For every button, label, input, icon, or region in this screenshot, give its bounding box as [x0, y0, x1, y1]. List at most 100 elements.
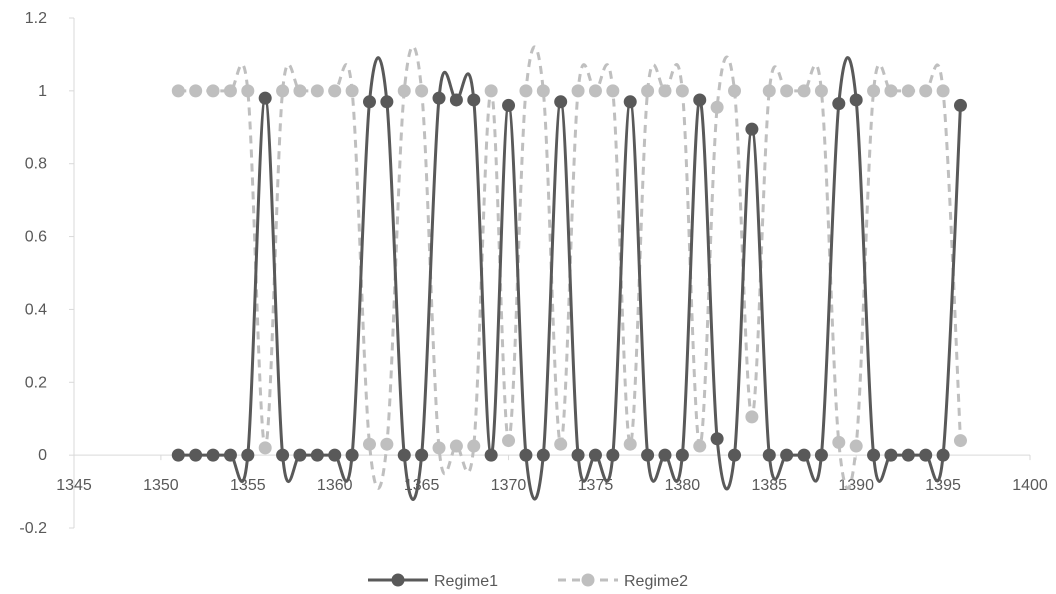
- data-point: [867, 448, 881, 462]
- data-point: [728, 84, 742, 98]
- data-point: [345, 84, 359, 98]
- data-point: [223, 84, 237, 98]
- data-point: [310, 448, 324, 462]
- data-point: [536, 84, 550, 98]
- data-point: [814, 448, 828, 462]
- data-point: [832, 97, 846, 111]
- data-point: [588, 84, 602, 98]
- data-point: [519, 448, 533, 462]
- data-point: [710, 100, 724, 114]
- data-point: [432, 91, 446, 105]
- x-tick-label: 1350: [143, 477, 179, 494]
- y-tick-label: 1: [38, 83, 47, 100]
- data-point: [554, 437, 568, 451]
- y-tick-label: 0.4: [25, 301, 47, 318]
- data-point: [884, 448, 898, 462]
- data-point: [797, 448, 811, 462]
- data-point: [728, 448, 742, 462]
- x-tick-label: 1395: [925, 477, 961, 494]
- data-point: [745, 410, 759, 424]
- data-point: [293, 448, 307, 462]
- data-point: [223, 448, 237, 462]
- data-point: [293, 84, 307, 98]
- y-tick-label: 0: [38, 447, 47, 464]
- y-tick-label: 0.6: [25, 229, 47, 246]
- data-point: [693, 439, 707, 453]
- data-point: [310, 84, 324, 98]
- data-point: [206, 448, 220, 462]
- data-point: [415, 84, 429, 98]
- data-point: [519, 84, 533, 98]
- x-tick-label: 1345: [56, 477, 92, 494]
- data-point: [328, 448, 342, 462]
- data-point: [745, 122, 759, 136]
- series-regime1: [171, 56, 967, 502]
- legend-marker: [391, 573, 405, 587]
- y-tick-label: 0.2: [25, 374, 47, 391]
- x-tick-label: 1355: [230, 477, 266, 494]
- data-point: [849, 93, 863, 107]
- data-point: [919, 448, 933, 462]
- legend-label: Regime1: [434, 573, 498, 590]
- data-point: [623, 437, 637, 451]
- data-point: [536, 448, 550, 462]
- data-point: [502, 98, 516, 112]
- data-point: [467, 439, 481, 453]
- legend-item-regime2: Regime2: [558, 573, 688, 590]
- data-point: [901, 448, 915, 462]
- data-point: [449, 439, 463, 453]
- data-point: [814, 84, 828, 98]
- data-point: [901, 84, 915, 98]
- data-point: [762, 84, 776, 98]
- x-tick-label: 1360: [317, 477, 353, 494]
- data-point: [171, 84, 185, 98]
- data-point: [258, 441, 272, 455]
- data-point: [675, 448, 689, 462]
- legend-marker: [581, 573, 595, 587]
- data-point: [171, 448, 185, 462]
- data-point: [588, 448, 602, 462]
- data-point: [832, 435, 846, 449]
- legend-label: Regime2: [624, 573, 688, 590]
- x-tick-label: 1365: [404, 477, 440, 494]
- data-point: [710, 432, 724, 446]
- data-point: [397, 448, 411, 462]
- legend-item-regime1: Regime1: [368, 573, 498, 590]
- data-point: [380, 95, 394, 109]
- series-layer: [171, 44, 967, 502]
- data-point: [415, 448, 429, 462]
- data-point: [623, 95, 637, 109]
- data-point: [571, 84, 585, 98]
- data-point: [953, 98, 967, 112]
- data-point: [884, 84, 898, 98]
- data-point: [397, 84, 411, 98]
- data-point: [206, 84, 220, 98]
- data-point: [849, 439, 863, 453]
- data-point: [241, 84, 255, 98]
- data-point: [762, 448, 776, 462]
- data-point: [658, 84, 672, 98]
- data-point: [953, 434, 967, 448]
- series-regime2: [171, 44, 967, 490]
- y-tick-label: -0.2: [19, 520, 47, 537]
- data-point: [919, 84, 933, 98]
- data-point: [780, 84, 794, 98]
- data-point: [258, 91, 272, 105]
- data-point: [345, 448, 359, 462]
- data-point: [432, 441, 446, 455]
- data-point: [484, 448, 498, 462]
- data-point: [797, 84, 811, 98]
- data-point: [606, 448, 620, 462]
- data-point: [362, 95, 376, 109]
- data-point: [189, 448, 203, 462]
- data-point: [641, 448, 655, 462]
- data-point: [328, 84, 342, 98]
- data-point: [362, 437, 376, 451]
- x-tick-label: 1400: [1012, 477, 1048, 494]
- data-point: [606, 84, 620, 98]
- data-point: [641, 84, 655, 98]
- data-point: [380, 437, 394, 451]
- data-point: [189, 84, 203, 98]
- data-point: [675, 84, 689, 98]
